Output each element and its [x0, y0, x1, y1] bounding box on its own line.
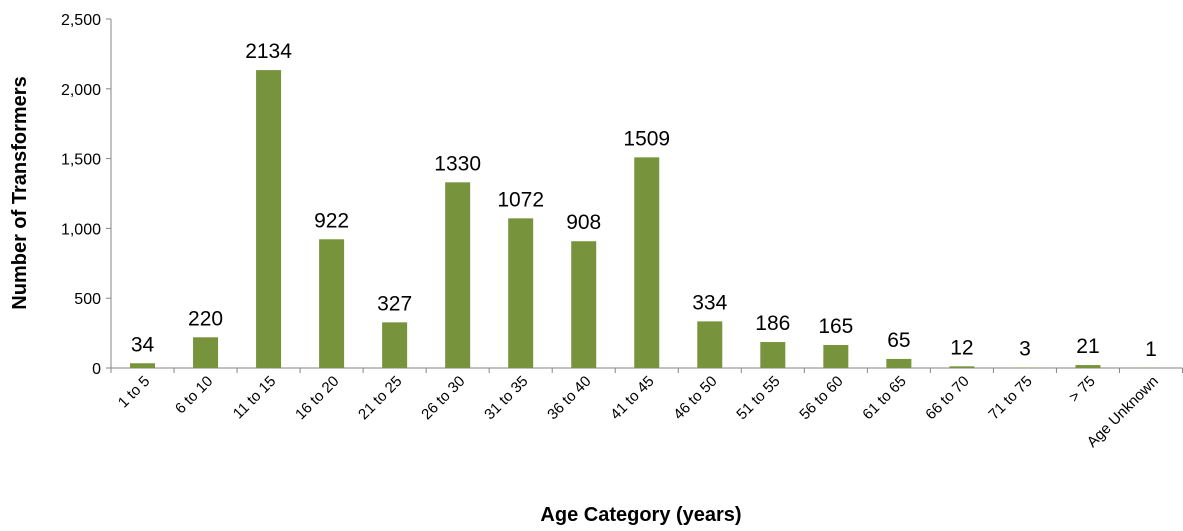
bar: [760, 342, 786, 368]
x-tick-label: 6 to 10: [172, 373, 216, 417]
data-labels: 34 220 2134 922 327 1330 1072 908 1509 334 186 165 6…: [131, 40, 1157, 361]
data-label: 3: [1019, 338, 1031, 361]
data-label: 922: [314, 209, 349, 232]
bar: [1075, 365, 1101, 368]
x-tick-label: 36 to 40: [544, 373, 594, 423]
x-tick-label: 56 to 60: [796, 373, 846, 423]
x-tick-label: 41 to 45: [607, 373, 657, 423]
bar: [445, 182, 471, 368]
x-tick-label: 16 to 20: [292, 373, 342, 423]
bar: [256, 70, 282, 368]
bar: [382, 322, 408, 368]
bar: [319, 239, 345, 368]
bar: [634, 157, 660, 368]
x-tick-label: 46 to 50: [670, 373, 720, 423]
data-label: 334: [692, 291, 727, 314]
data-label: 65: [887, 329, 910, 352]
bar: [193, 337, 219, 368]
bar: [886, 358, 912, 368]
y-axis-title: Number of Transformers: [9, 76, 31, 309]
x-tick-label: 11 to 15: [230, 373, 280, 423]
y-tick-label: 500: [74, 291, 101, 308]
x-tick-label: 26 to 30: [418, 373, 468, 423]
x-tick-label: 66 to 70: [922, 373, 972, 423]
data-label: 220: [188, 307, 223, 330]
data-label: 327: [377, 292, 412, 315]
x-tick-label: 1 to 5: [115, 373, 154, 412]
y-tick-label: 0: [92, 361, 101, 378]
data-label: 1: [1145, 338, 1157, 361]
data-label: 2134: [245, 40, 292, 63]
bar: [130, 363, 156, 368]
data-label: 34: [131, 333, 155, 356]
x-tick-label: 31 to 35: [481, 373, 531, 423]
bar: [571, 241, 597, 368]
x-axis-title: Age Category (years): [540, 504, 741, 526]
y-tick-label: 1,500: [61, 152, 101, 169]
y-tick-label: 1,000: [61, 221, 101, 238]
y-tick-label: 2,500: [61, 12, 101, 29]
y-axis: 0 500 1,000 1,500 2,000 2,500: [61, 12, 112, 378]
x-tick-label: 71 to 75: [985, 373, 1035, 423]
bar: [508, 218, 534, 368]
x-tick-label: 21 to 25: [355, 373, 405, 423]
x-tick-label: 51 to 55: [733, 373, 783, 423]
x-axis: 1 to 5 6 to 10 11 to 15 16 to 20 21 to 25 26 …: [110, 367, 1183, 451]
x-tick-label: 61 to 65: [859, 373, 909, 423]
data-label: 1330: [434, 152, 481, 175]
data-label: 186: [755, 312, 790, 335]
y-tick-label: 2,000: [61, 82, 101, 99]
bar: [823, 344, 849, 368]
data-label: 1509: [623, 127, 670, 150]
data-label: 21: [1076, 335, 1099, 358]
data-label: 1072: [497, 188, 544, 211]
data-label: 165: [818, 315, 853, 338]
x-tick-label: > 75: [1066, 373, 1099, 406]
data-label: 908: [566, 211, 601, 234]
bar: [949, 366, 975, 368]
bar: [697, 321, 723, 368]
data-label: 12: [950, 336, 973, 359]
bars: [130, 70, 1164, 368]
